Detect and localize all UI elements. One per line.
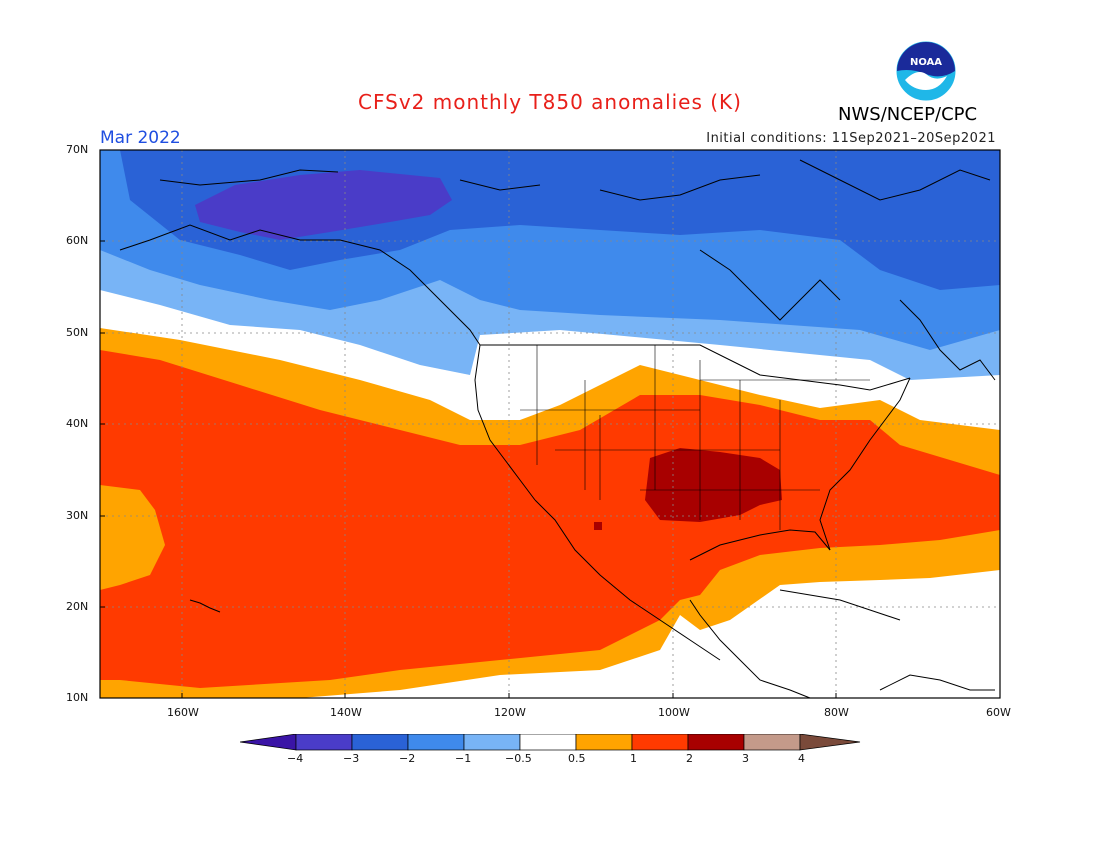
colorbar-lower-arrow	[240, 734, 297, 751]
colorbar-label: −2	[399, 752, 416, 765]
lon-label-140w: 140W	[330, 706, 362, 719]
lon-label-100w: 100W	[658, 706, 690, 719]
colorbar-segment	[519, 734, 577, 751]
colorbar-label: −1	[455, 752, 472, 765]
colorbar-segment	[407, 734, 465, 751]
colorbar-label: 4	[798, 752, 805, 765]
warm-anomaly-region	[100, 328, 1000, 698]
lon-label-160w: 160W	[167, 706, 199, 719]
lat-label-60n: 60N	[66, 234, 89, 247]
colorbar-segment	[687, 734, 745, 751]
colorbar	[240, 734, 861, 751]
colorbar-label: 0.5	[568, 752, 586, 765]
chart-title: CFSv2 monthly T850 anomalies (K)	[358, 90, 742, 114]
lat-label-10n: 10N	[66, 691, 89, 704]
colorbar-label: 2	[686, 752, 693, 765]
lat-label-30n: 30N	[66, 509, 89, 522]
colorbar-segment	[575, 734, 633, 751]
lat-label-50n: 50N	[66, 326, 89, 339]
colorbar-segment	[631, 734, 689, 751]
lat-label-70n: 70N	[66, 143, 89, 156]
colorbar-label: −0.5	[505, 752, 532, 765]
initial-conditions: Initial conditions: 11Sep2021–20Sep2021	[706, 131, 996, 146]
colorbar-label: 1	[630, 752, 637, 765]
state-borders	[520, 345, 870, 530]
agency-label: NWS/NCEP/CPC	[838, 104, 978, 125]
colorbar-label: −4	[287, 752, 304, 765]
lon-label-60w: 60W	[986, 706, 1011, 719]
lon-label-80w: 80W	[824, 706, 849, 719]
logo-text: NOAA	[910, 57, 942, 68]
graticule	[100, 150, 1000, 698]
colorbar-segment	[463, 734, 521, 751]
lon-label-120w: 120W	[494, 706, 526, 719]
cold-anomaly-region	[100, 150, 1000, 380]
colorbar-segment	[295, 734, 353, 751]
lat-label-40n: 40N	[66, 417, 89, 430]
colorbar-segment	[351, 734, 409, 751]
colorbar-segment	[743, 734, 801, 751]
noaa-logo: NOAA	[895, 40, 957, 102]
lat-label-20n: 20N	[66, 600, 89, 613]
colorbar-label: 3	[742, 752, 749, 765]
colorbar-upper-arrow	[799, 734, 861, 751]
colorbar-label: −3	[343, 752, 360, 765]
axis-ticks	[100, 149, 837, 698]
valid-month: Mar 2022	[100, 128, 181, 148]
coastlines	[119, 159, 996, 699]
